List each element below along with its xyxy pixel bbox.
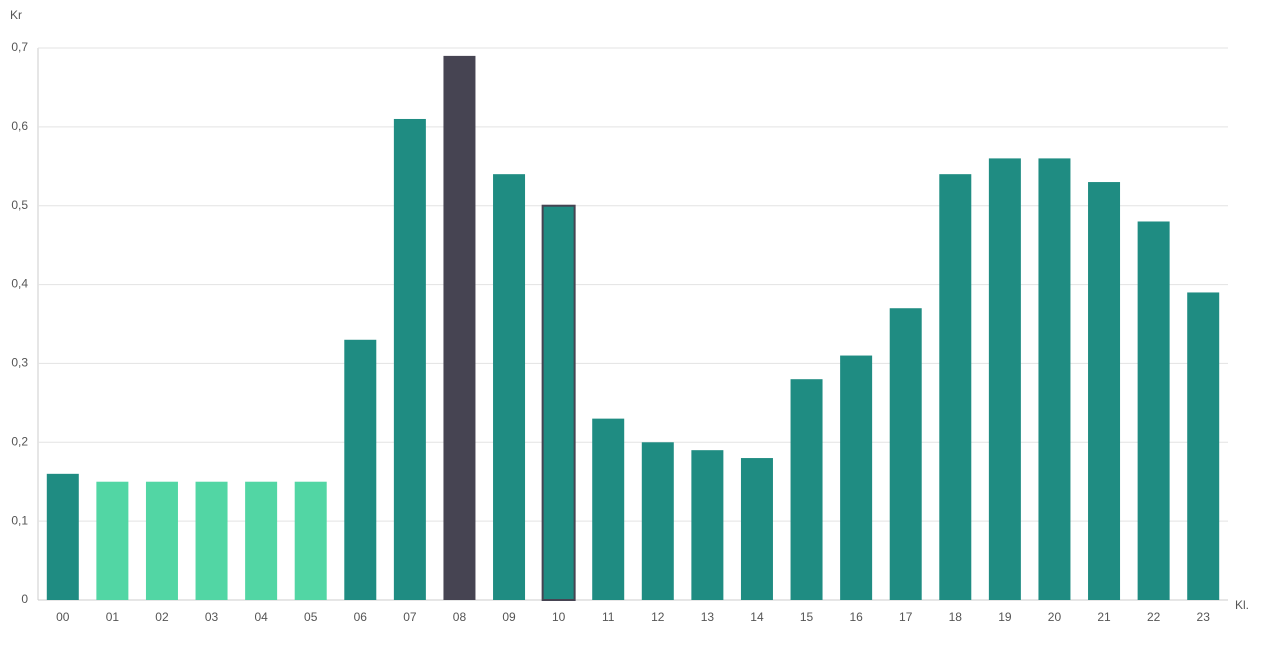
- y-tick-label: 0,3: [11, 356, 28, 370]
- x-tick-label: 08: [453, 610, 467, 624]
- y-tick-label: 0: [21, 592, 28, 606]
- y-tick-label: 0,2: [11, 434, 28, 448]
- bar: [840, 355, 873, 600]
- bar: [145, 481, 178, 600]
- x-tick-label: 10: [552, 610, 566, 624]
- y-tick-label: 0,5: [11, 198, 28, 212]
- bar: [245, 481, 278, 600]
- bar: [393, 118, 426, 600]
- bar: [988, 158, 1021, 600]
- x-tick-label: 03: [205, 610, 219, 624]
- x-tick-label: 12: [651, 610, 665, 624]
- y-tick-label: 0,4: [11, 277, 28, 291]
- x-tick-label: 17: [899, 610, 913, 624]
- x-tick-label: 21: [1097, 610, 1111, 624]
- x-tick-label: 09: [502, 610, 516, 624]
- bar: [493, 174, 526, 600]
- x-tick-label: 05: [304, 610, 318, 624]
- bar: [889, 308, 922, 600]
- x-tick-label: 16: [849, 610, 863, 624]
- bar: [790, 379, 823, 600]
- x-tick-label: 15: [800, 610, 814, 624]
- bar: [541, 204, 576, 601]
- bar: [46, 473, 79, 600]
- y-axis-label: Kr: [10, 8, 22, 22]
- y-tick-label: 0,6: [11, 119, 28, 133]
- x-tick-label: 06: [354, 610, 368, 624]
- bar: [96, 481, 129, 600]
- bar: [592, 418, 625, 600]
- x-tick-label: 04: [254, 610, 268, 624]
- bar: [1137, 221, 1170, 600]
- bar: [939, 174, 972, 600]
- bar: [1187, 292, 1220, 600]
- x-tick-label: 22: [1147, 610, 1161, 624]
- x-tick-label: 23: [1197, 610, 1211, 624]
- y-tick-label: 0,7: [11, 40, 28, 54]
- bar: [1088, 182, 1121, 601]
- x-tick-label: 19: [998, 610, 1012, 624]
- bar: [691, 450, 724, 600]
- x-tick-label: 01: [106, 610, 120, 624]
- bar: [195, 481, 228, 600]
- x-tick-label: 20: [1048, 610, 1062, 624]
- bar: [641, 442, 674, 600]
- x-tick-label: 11: [602, 610, 615, 624]
- x-tick-label: 00: [56, 610, 70, 624]
- bar: [344, 339, 377, 600]
- x-tick-label: 14: [750, 610, 764, 624]
- x-tick-label: 02: [155, 610, 169, 624]
- x-tick-label: 18: [949, 610, 963, 624]
- bar: [443, 55, 476, 600]
- bar: [294, 481, 327, 600]
- x-tick-label: 07: [403, 610, 417, 624]
- bar: [1038, 158, 1071, 600]
- x-axis-label: Kl.: [1235, 598, 1249, 612]
- x-tick-label: 13: [701, 610, 715, 624]
- bar: [740, 458, 773, 600]
- y-tick-label: 0,1: [11, 513, 28, 527]
